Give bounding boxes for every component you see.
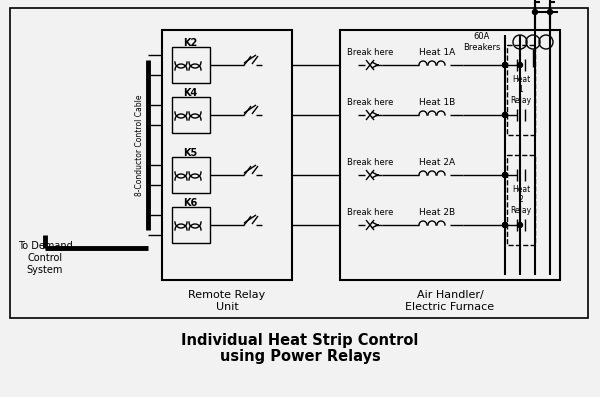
Text: Break here: Break here [347, 208, 393, 217]
Text: K4: K4 [183, 88, 197, 98]
Circle shape [503, 222, 508, 227]
Text: Individual Heat Strip Control: Individual Heat Strip Control [181, 333, 419, 347]
Text: Heat 2A: Heat 2A [419, 158, 455, 167]
Text: Break here: Break here [347, 98, 393, 107]
Bar [172, 157, 210, 193]
Text: Break here: Break here [347, 158, 393, 167]
Bar [172, 207, 210, 243]
Text: using Power Relays: using Power Relays [220, 349, 380, 364]
Text: 8-Conductor Control Cable: 8-Conductor Control Cable [136, 94, 145, 196]
Circle shape [533, 10, 538, 15]
Circle shape [503, 222, 508, 227]
Circle shape [548, 10, 553, 15]
Text: To Demand
Control
System: To Demand Control System [17, 241, 73, 275]
Circle shape [503, 112, 508, 118]
Circle shape [503, 112, 508, 118]
Text: K2: K2 [183, 38, 197, 48]
Text: Heat 1B: Heat 1B [419, 98, 455, 107]
Circle shape [503, 173, 508, 177]
Text: K5: K5 [183, 148, 197, 158]
Bar [507, 155, 535, 245]
Text: Heat
1
Relay: Heat 1 Relay [511, 75, 532, 105]
Bar [172, 97, 210, 133]
Bar [172, 47, 210, 83]
Text: K6: K6 [183, 198, 197, 208]
Circle shape [517, 62, 523, 67]
Circle shape [517, 222, 523, 227]
Text: Heat 2B: Heat 2B [419, 208, 455, 217]
Text: Remote Relay
Unit: Remote Relay Unit [188, 290, 266, 312]
Bar [162, 30, 292, 280]
Circle shape [503, 173, 508, 177]
Circle shape [503, 62, 508, 67]
Text: Heat 1A: Heat 1A [419, 48, 455, 57]
Text: 60A
Breakers: 60A Breakers [463, 32, 500, 52]
Text: Break here: Break here [347, 48, 393, 57]
Text: Heat
2
Relay: Heat 2 Relay [511, 185, 532, 215]
Bar [507, 45, 535, 135]
Circle shape [503, 62, 508, 67]
Bar [340, 30, 560, 280]
Bar [10, 8, 588, 318]
Text: Air Handler/
Electric Furnace: Air Handler/ Electric Furnace [406, 290, 494, 312]
